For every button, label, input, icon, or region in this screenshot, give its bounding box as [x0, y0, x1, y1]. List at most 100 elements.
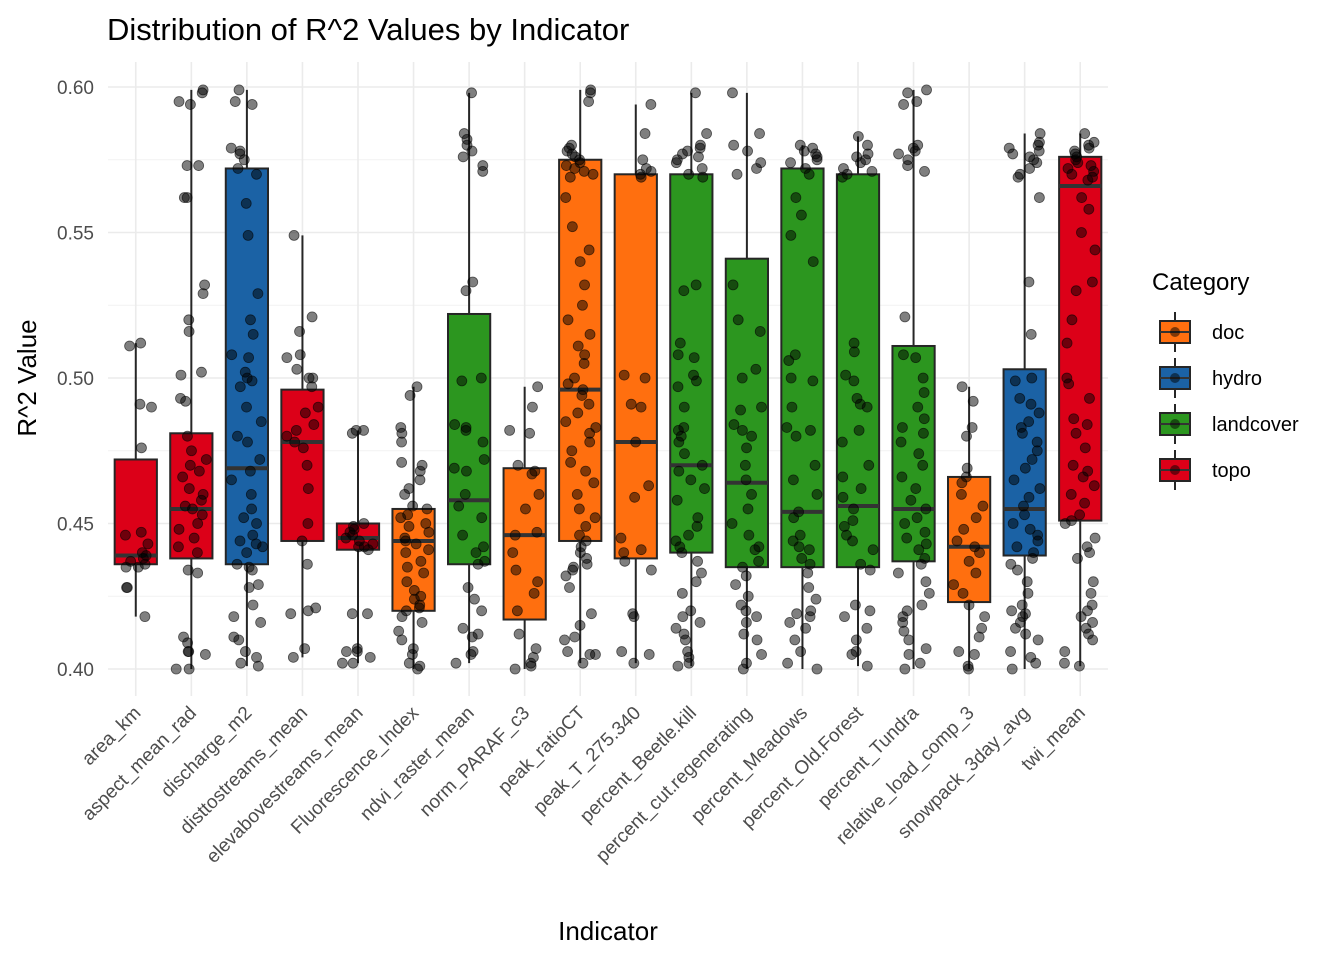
- data-point: [1084, 392, 1095, 404]
- data-point: [247, 328, 259, 340]
- data-point: [807, 256, 819, 268]
- data-point: [294, 326, 305, 337]
- data-point: [1021, 576, 1033, 588]
- data-point: [242, 230, 254, 241]
- data-point: [896, 471, 908, 483]
- data-point: [465, 649, 477, 660]
- data-point: [803, 168, 815, 180]
- data-point: [403, 657, 415, 669]
- data-point: [738, 628, 750, 640]
- data-point: [252, 660, 264, 672]
- y-tick-label: 0.45: [57, 515, 94, 536]
- data-point: [751, 163, 762, 174]
- data-point: [589, 512, 601, 524]
- legend-label-landcover: landcover: [1212, 414, 1299, 436]
- data-point: [963, 663, 974, 675]
- data-point: [580, 465, 592, 477]
- data-point: [353, 541, 364, 553]
- legend-key-point: [1170, 465, 1180, 475]
- data-point: [683, 529, 694, 541]
- data-point: [226, 349, 238, 361]
- box-body: [113, 458, 158, 566]
- data-point: [346, 608, 358, 620]
- data-point: [183, 326, 195, 337]
- data-point: [245, 314, 256, 326]
- data-point: [1089, 532, 1101, 544]
- data-point: [525, 660, 537, 672]
- data-point: [1023, 491, 1035, 503]
- data-point: [302, 518, 314, 529]
- data-point: [401, 576, 413, 588]
- data-point: [1066, 168, 1078, 180]
- data-point: [902, 160, 914, 171]
- data-point: [132, 561, 144, 573]
- data-point: [142, 538, 154, 550]
- data-point: [238, 154, 250, 166]
- data-point: [685, 474, 697, 486]
- data-point: [918, 413, 930, 425]
- data-point: [577, 657, 589, 669]
- data-point: [902, 87, 914, 99]
- data-point: [730, 579, 741, 591]
- data-point: [196, 509, 208, 521]
- data-point: [918, 427, 929, 439]
- data-point: [645, 165, 657, 177]
- data-point: [296, 535, 308, 547]
- data-point: [742, 590, 754, 602]
- data-point: [193, 465, 205, 477]
- data-point: [789, 634, 801, 646]
- data-point: [836, 436, 848, 448]
- data-point: [1074, 660, 1085, 672]
- data-point: [193, 160, 205, 171]
- data-point: [396, 611, 408, 623]
- data-point: [462, 582, 474, 593]
- data-point: [1070, 427, 1082, 439]
- data-point: [341, 646, 352, 657]
- data-point: [1059, 646, 1071, 657]
- data-point: [124, 340, 135, 352]
- data-point: [560, 416, 572, 428]
- data-point: [615, 532, 627, 544]
- data-point: [416, 617, 428, 628]
- data-point: [913, 544, 925, 556]
- data-point: [294, 349, 306, 361]
- data-point: [199, 279, 210, 291]
- data-point: [1032, 535, 1044, 547]
- data-point: [229, 96, 241, 107]
- data-point: [1024, 163, 1035, 174]
- data-point: [807, 375, 819, 387]
- data-point: [852, 131, 864, 142]
- data-point: [676, 587, 688, 599]
- data-point: [578, 165, 590, 177]
- data-point: [560, 570, 572, 582]
- data-point: [690, 87, 701, 99]
- data-point: [855, 483, 867, 494]
- data-point: [1063, 378, 1075, 390]
- data-point: [746, 488, 757, 500]
- data-point: [696, 459, 708, 471]
- data-point: [578, 358, 590, 369]
- data-point: [963, 555, 975, 567]
- data-point: [740, 617, 752, 628]
- data-point: [692, 555, 703, 567]
- data-point: [297, 442, 309, 454]
- legend-key-hydro: [1159, 358, 1191, 398]
- data-point: [1033, 192, 1045, 203]
- data-point: [306, 381, 318, 393]
- data-point: [1006, 663, 1018, 675]
- data-point: [951, 535, 963, 547]
- data-point: [134, 398, 146, 410]
- data-point: [737, 663, 749, 675]
- data-point: [528, 587, 540, 599]
- data-point: [749, 544, 761, 556]
- data-point: [246, 564, 258, 576]
- y-axis-title: R^2 Value: [12, 319, 42, 436]
- data-point: [895, 436, 907, 448]
- data-point: [583, 398, 595, 410]
- data-point: [1059, 657, 1070, 669]
- jitter-points: [120, 84, 1101, 675]
- legend-key-doc: [1159, 312, 1191, 352]
- data-point: [694, 142, 706, 154]
- data-point: [751, 611, 762, 623]
- data-point: [255, 416, 267, 428]
